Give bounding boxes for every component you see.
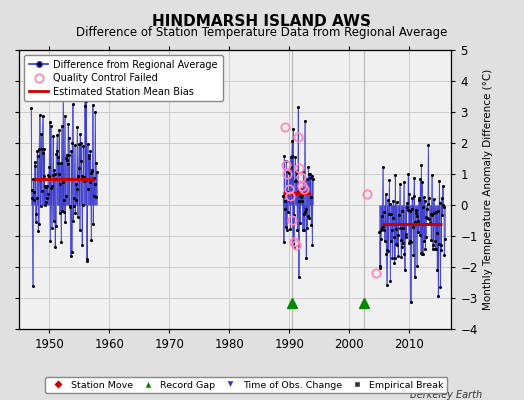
Text: Berkeley Earth: Berkeley Earth [410, 390, 482, 400]
Legend: Station Move, Record Gap, Time of Obs. Change, Empirical Break: Station Move, Record Gap, Time of Obs. C… [45, 377, 447, 393]
Y-axis label: Monthly Temperature Anomaly Difference (°C): Monthly Temperature Anomaly Difference (… [483, 69, 493, 310]
Text: HINDMARSH ISLAND AWS: HINDMARSH ISLAND AWS [152, 14, 372, 29]
Text: Difference of Station Temperature Data from Regional Average: Difference of Station Temperature Data f… [77, 26, 447, 39]
Legend: Difference from Regional Average, Quality Control Failed, Estimated Station Mean: Difference from Regional Average, Qualit… [24, 55, 223, 101]
